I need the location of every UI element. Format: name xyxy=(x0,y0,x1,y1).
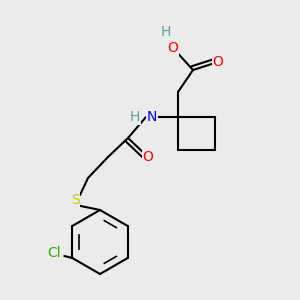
Text: O: O xyxy=(142,150,153,164)
Text: O: O xyxy=(213,55,224,69)
Text: H: H xyxy=(130,110,140,124)
Text: N: N xyxy=(147,110,157,124)
Text: Cl: Cl xyxy=(47,246,61,260)
Text: S: S xyxy=(70,193,80,207)
Text: O: O xyxy=(168,41,178,55)
Text: H: H xyxy=(161,25,171,39)
